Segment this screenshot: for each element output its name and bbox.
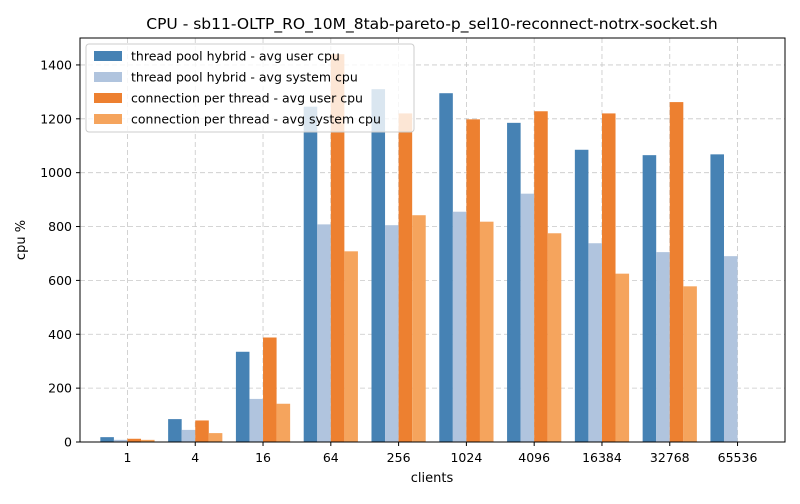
bar-series-4-16	[276, 403, 291, 442]
bar-series-4-16384	[615, 273, 630, 442]
y-tick-label: 400	[48, 327, 72, 342]
bar-series-1-32768	[642, 155, 657, 442]
legend-swatch-1	[94, 51, 122, 61]
plot-frame	[79, 37, 786, 443]
bar-series-3-4096	[534, 111, 548, 442]
bar-series-2-16384	[588, 243, 602, 442]
bar-series-4-1024	[479, 221, 494, 442]
bar-series-1-256	[371, 89, 386, 442]
bar-series-2-4	[181, 429, 196, 442]
y-tick-label: 0	[64, 435, 72, 450]
bar-series-1-4	[168, 419, 182, 442]
y-axis-label: cpu %	[14, 220, 29, 260]
legend-label-4: connection per thread - avg system cpu	[131, 112, 381, 127]
bar-series-2-64	[317, 224, 331, 442]
legend-label-2: thread pool hybrid - avg system cpu	[131, 70, 358, 85]
x-tick-label: 1	[123, 450, 131, 465]
bar-series-2-16	[249, 398, 264, 442]
bar-series-4-64	[344, 251, 358, 442]
x-axis-label: clients	[411, 471, 454, 486]
bar-series-4-4	[208, 433, 223, 442]
x-tick-label: 1024	[450, 450, 482, 465]
bar-series-3-16384	[601, 113, 616, 442]
bar-series-1-4096	[507, 122, 521, 442]
x-tick-label: 32768	[650, 450, 690, 465]
bar-series-3-32768	[669, 102, 684, 443]
bar-series-2-65536	[723, 256, 738, 442]
y-tick-label: 600	[48, 273, 72, 288]
chart-title: CPU - sb11-OLTP_RO_10M_8tab-pareto-p_sel…	[146, 15, 718, 34]
y-tick-label: 1200	[40, 111, 72, 126]
y-tick-label: 800	[48, 219, 72, 234]
bar-series-1-16384	[574, 149, 589, 443]
bar-series-1-16	[235, 351, 250, 442]
legend: thread pool hybrid - avg user cpu thread …	[85, 43, 415, 133]
ticks-layer: 0 200 400 600 800 1000 1200 1400 1 4 16 64 256 1024 40…	[40, 57, 757, 465]
bar-series-2-4096	[520, 193, 535, 442]
legend-box	[85, 43, 415, 133]
bars-layer	[100, 54, 738, 443]
bar-series-3-16	[263, 337, 277, 442]
x-tick-label: 64	[323, 450, 339, 465]
bar-series-1-65536	[710, 154, 724, 443]
bar-series-2-1	[113, 439, 128, 442]
bar-series-4-256	[412, 215, 426, 442]
legend-swatch-2	[94, 72, 122, 82]
x-tick-label: 16	[255, 450, 271, 465]
bar-series-2-256	[385, 225, 399, 442]
y-tick-label: 1000	[40, 165, 72, 180]
bar-series-3-64	[330, 54, 345, 442]
legend-label-3: connection per thread - avg user cpu	[131, 91, 363, 106]
legend-swatch-4	[94, 114, 122, 124]
axes-layer	[79, 37, 786, 443]
bar-series-1-1	[100, 437, 114, 442]
x-tick-label: 4096	[518, 450, 550, 465]
y-tick-label: 1400	[40, 57, 72, 72]
bar-series-4-4096	[547, 233, 562, 442]
bar-series-3-1	[127, 438, 142, 442]
x-tick-label: 65536	[718, 450, 758, 465]
x-tick-label: 4	[191, 450, 199, 465]
bar-series-4-32768	[683, 286, 697, 442]
x-tick-label: 256	[387, 450, 411, 465]
legend-label-1: thread pool hybrid - avg user cpu	[131, 49, 340, 64]
bar-series-1-64	[303, 106, 318, 443]
y-tick-label: 200	[48, 381, 72, 396]
bar-series-3-256	[398, 113, 413, 442]
bar-series-1-1024	[439, 93, 453, 443]
bar-series-4-1	[141, 439, 155, 442]
bar-series-3-4	[195, 420, 209, 442]
x-tick-label: 16384	[582, 450, 622, 465]
bar-series-3-1024	[466, 119, 480, 442]
bar-series-2-32768	[656, 252, 670, 442]
legend-swatch-3	[94, 93, 122, 103]
bar-series-2-1024	[452, 211, 467, 442]
